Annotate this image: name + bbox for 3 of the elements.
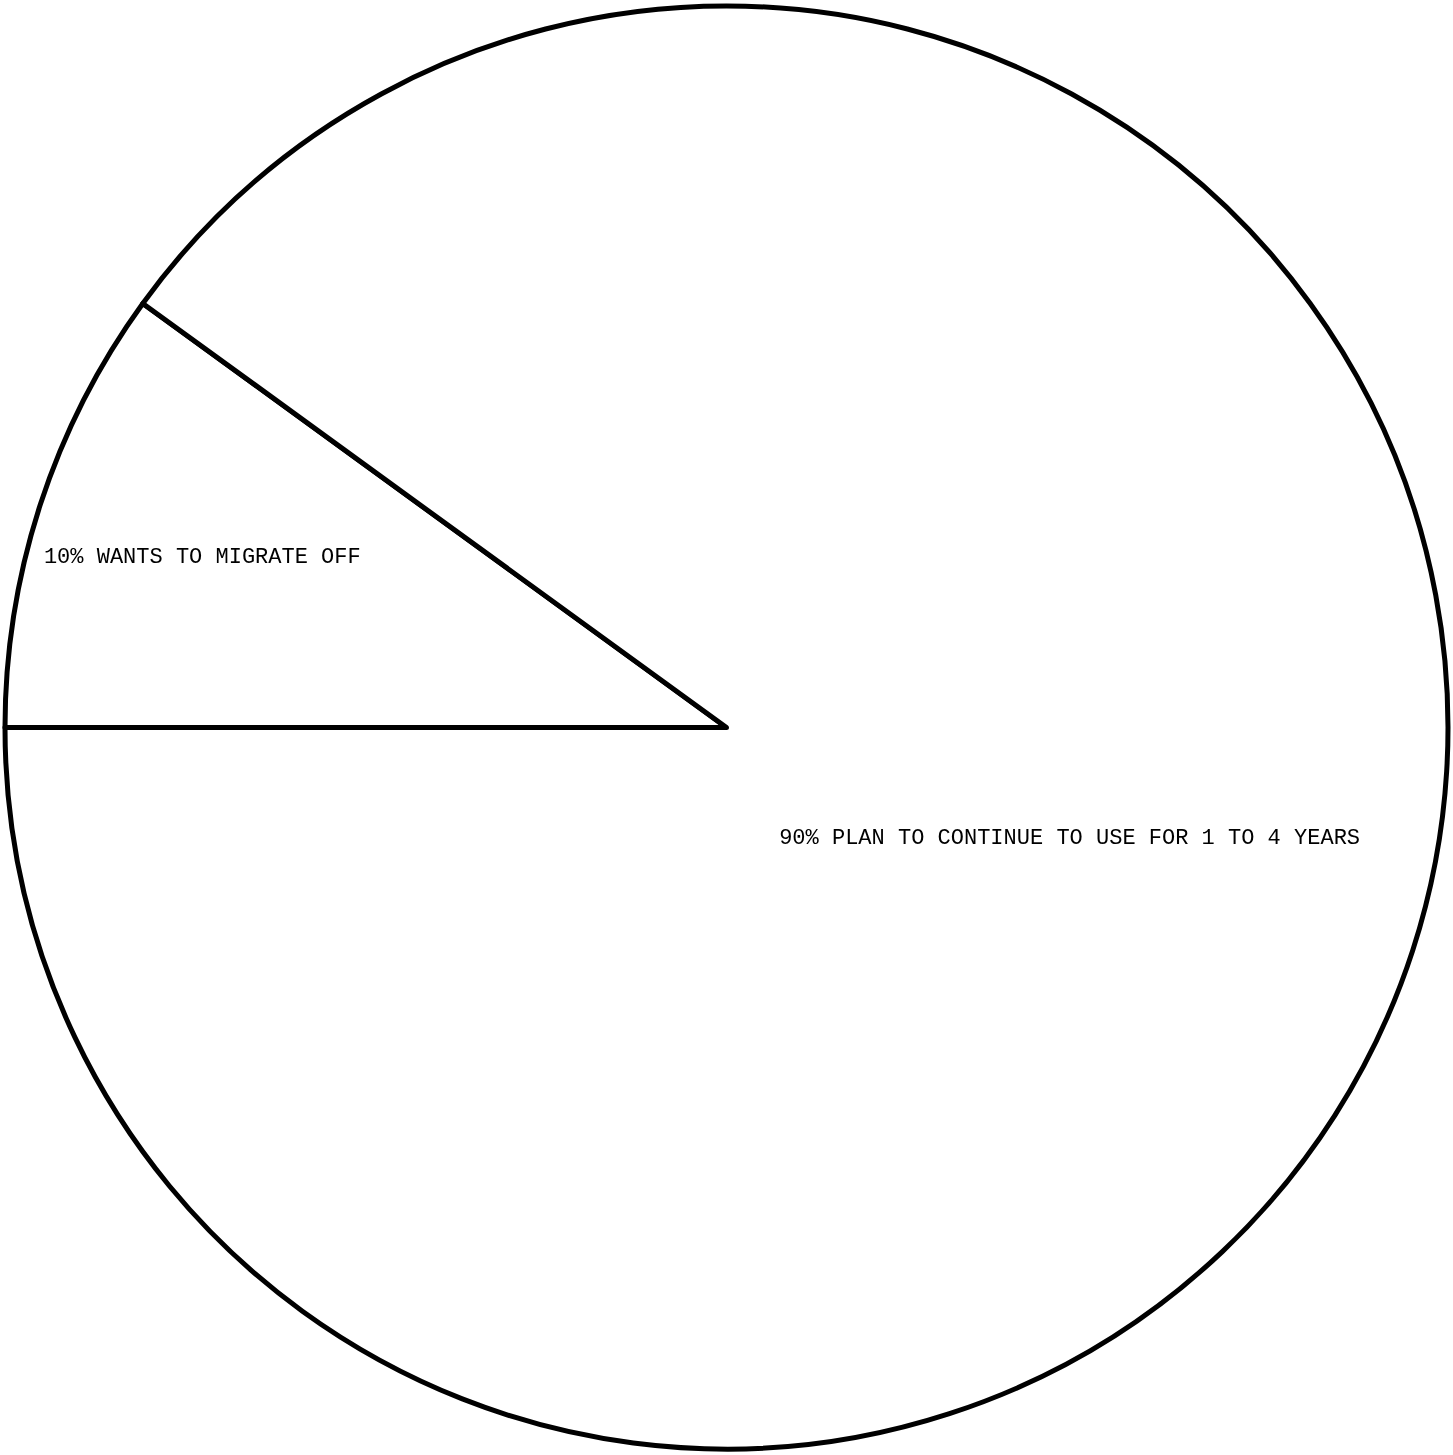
slice-label: 90% PLAN TO CONTINUE TO USE FOR 1 TO 4 YEARS <box>779 826 1361 852</box>
pie-slice <box>2 4 1450 1452</box>
slice-label: 10% WANTS TO MIGRATE OFF <box>43 544 361 570</box>
